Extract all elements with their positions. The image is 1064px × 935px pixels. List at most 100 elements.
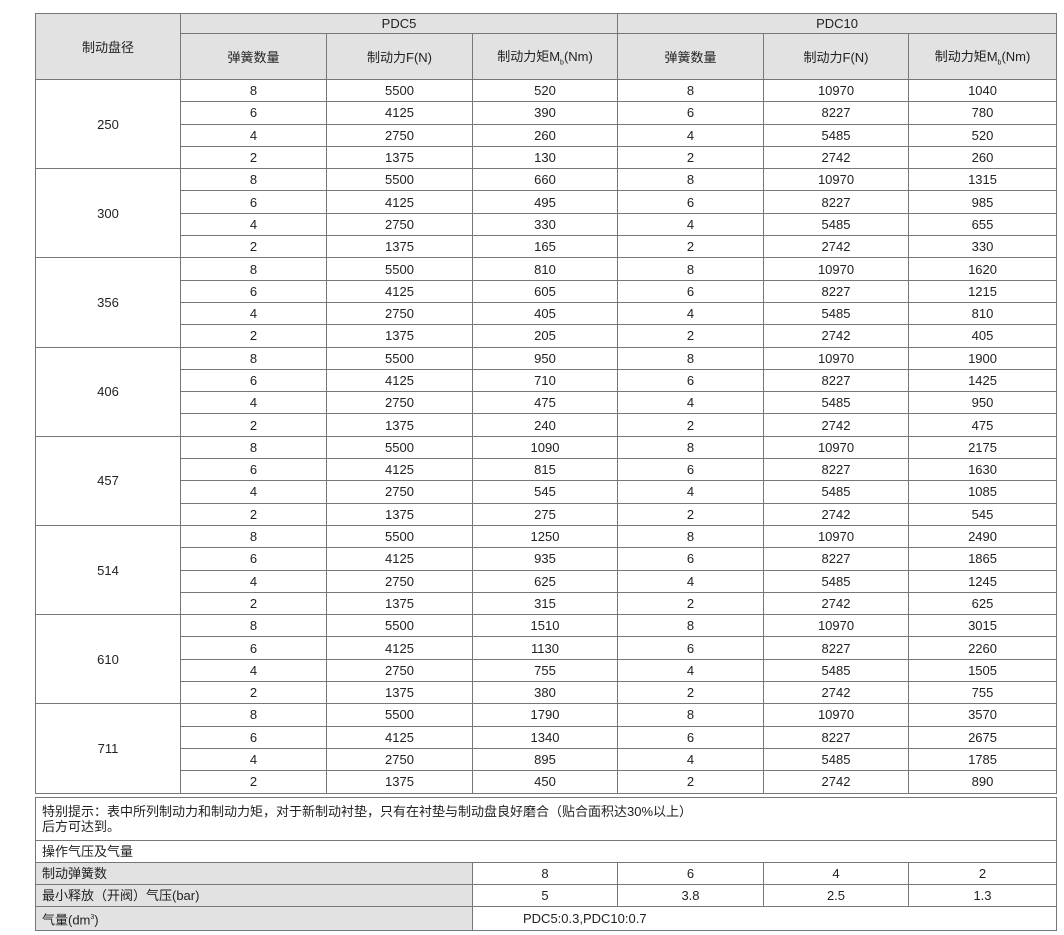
table-row: 4 2750 330 4 5485 655 <box>36 212 1058 237</box>
force-header: 制动力F(N) <box>326 33 473 80</box>
table-row: 4 2750 260 4 5485 520 <box>36 123 1058 147</box>
pdc5-force: 2750 <box>326 391 473 415</box>
pdc5-force: 4125 <box>326 190 473 214</box>
torque-header: 制动力矩Mb(Nm) <box>471 33 619 80</box>
pdc10-torque: 1630 <box>908 458 1058 482</box>
pdc10-force: 10970 <box>763 168 910 192</box>
force-header: 制动力F(N) <box>763 33 910 80</box>
torque-header: 制动力矩Mb(Nm) <box>908 33 1058 80</box>
model-header-pdc5: PDC5 <box>179 13 619 34</box>
pdc5-spring-count: 6 <box>180 368 327 393</box>
pdc5-torque: 895 <box>471 747 619 772</box>
pdc10-force: 8227 <box>763 458 910 482</box>
pdc10-torque: 1620 <box>908 257 1058 281</box>
pdc5-torque: 260 <box>471 123 619 147</box>
pdc5-force: 1375 <box>326 681 473 705</box>
pdc5-torque: 165 <box>471 235 619 259</box>
pdc5-spring-count: 4 <box>180 480 327 504</box>
diameter-header: 制动盘径 <box>35 13 181 80</box>
pdc10-force: 8227 <box>763 101 910 125</box>
pdc5-torque: 520 <box>471 78 619 103</box>
pdc10-force: 8227 <box>763 547 910 571</box>
pdc10-force: 5485 <box>763 123 910 147</box>
pdc10-spring-count: 8 <box>617 78 765 103</box>
table-row: 514 8 5500 1250 8 10970 2490 <box>35 524 1058 616</box>
pdc5-spring-count: 4 <box>180 123 327 147</box>
pdc5-force: 5500 <box>326 168 473 192</box>
air-volume-value: PDC5:0.3,PDC10:0.7 <box>472 905 1057 932</box>
pdc10-spring-count: 8 <box>617 703 765 727</box>
pdc5-torque: 625 <box>471 569 619 593</box>
table-row: 2 1375 165 2 2742 330 <box>36 235 1058 259</box>
pdc5-spring-count: 4 <box>180 391 327 415</box>
pdc5-torque: 405 <box>471 301 619 326</box>
pdc10-torque: 2675 <box>908 725 1058 749</box>
pdc10-torque: 2260 <box>908 636 1058 660</box>
pdc5-force: 4125 <box>326 636 473 660</box>
pdc5-spring-count: 8 <box>180 78 327 103</box>
pdc10-spring-count: 4 <box>617 212 765 237</box>
pdc10-force: 5485 <box>763 569 910 593</box>
pdc5-force: 2750 <box>326 658 473 683</box>
pdc10-torque: 330 <box>908 235 1058 259</box>
pdc5-force: 5500 <box>326 614 473 638</box>
pdc5-force: 2750 <box>326 301 473 326</box>
brake-spec-table: 制动盘径 PDC5 PDC10 弹簧数量 制动力F(N) 制动力矩Mb(Nm) … <box>35 13 1058 794</box>
pdc10-torque: 625 <box>908 591 1058 616</box>
operating-pressure-table: 特别提示：表中所列制动力和制动力矩，对于新制动衬垫，只有在衬垫与制动盘良好磨合（… <box>35 797 1057 932</box>
pdc5-spring-count: 6 <box>180 636 327 660</box>
pdc10-force: 5485 <box>763 212 910 237</box>
pdc10-torque: 545 <box>908 502 1058 526</box>
pdc5-force: 5500 <box>326 435 473 460</box>
pdc10-torque: 3015 <box>908 614 1058 638</box>
diameter-cell: 250 <box>35 78 181 170</box>
table-row: 4 2750 545 4 5485 1085 <box>36 480 1058 504</box>
table-row: 6 4125 605 6 8227 1215 <box>36 279 1058 303</box>
pdc5-force: 5500 <box>326 346 473 370</box>
table-row: 6 4125 1130 6 8227 2260 <box>36 636 1058 660</box>
pdc10-spring-count: 4 <box>617 747 765 772</box>
pdc5-force: 5500 <box>326 703 473 727</box>
pdc5-force: 2750 <box>326 747 473 772</box>
pdc10-spring-count: 8 <box>617 435 765 460</box>
pdc10-spring-count: 6 <box>617 636 765 660</box>
pdc5-spring-count: 6 <box>180 101 327 125</box>
pdc5-spring-count: 8 <box>180 257 327 281</box>
pdc10-torque: 1040 <box>908 78 1058 103</box>
spring-row-label: 制动弹簧数 <box>35 862 473 885</box>
pdc5-torque: 380 <box>471 681 619 705</box>
table-row: 2 1375 450 2 2742 890 <box>36 770 1058 794</box>
pressure-row-label: 最小释放（开阀）气压(bar) <box>35 884 473 907</box>
pdc10-torque: 405 <box>908 324 1058 348</box>
pdc10-force: 2742 <box>763 591 910 616</box>
table-row: 4 2750 405 4 5485 810 <box>36 301 1058 326</box>
pdc10-spring-count: 8 <box>617 257 765 281</box>
pdc10-force: 10970 <box>763 703 910 727</box>
pdc10-torque: 1425 <box>908 368 1058 393</box>
pdc10-torque: 810 <box>908 301 1058 326</box>
pdc5-force: 1375 <box>326 591 473 616</box>
pdc10-force: 8227 <box>763 190 910 214</box>
table-row: 2 1375 275 2 2742 545 <box>36 502 1058 526</box>
table-row: 6 4125 935 6 8227 1865 <box>36 547 1058 571</box>
pdc5-torque: 935 <box>471 547 619 571</box>
pdc10-spring-count: 4 <box>617 658 765 683</box>
pdc5-spring-count: 2 <box>180 681 327 705</box>
pdc10-torque: 520 <box>908 123 1058 147</box>
table-row: 4 2750 475 4 5485 950 <box>36 391 1058 415</box>
pdc5-torque: 315 <box>471 591 619 616</box>
pdc5-torque: 1090 <box>471 435 619 460</box>
table-row: 4 2750 895 4 5485 1785 <box>36 747 1058 772</box>
pdc5-spring-count: 2 <box>180 413 327 437</box>
pdc10-spring-count: 8 <box>617 346 765 370</box>
pdc5-force: 2750 <box>326 212 473 237</box>
pdc10-torque: 985 <box>908 190 1058 214</box>
pdc10-force: 8227 <box>763 725 910 749</box>
table-row: 6 4125 390 6 8227 780 <box>36 101 1058 125</box>
pdc5-spring-count: 2 <box>180 502 327 526</box>
pdc10-spring-count: 6 <box>617 279 765 303</box>
pdc5-force: 4125 <box>326 547 473 571</box>
pdc10-force: 5485 <box>763 747 910 772</box>
table-row: 300 8 5500 660 8 10970 1315 <box>35 168 1058 259</box>
pdc10-force: 2742 <box>763 502 910 526</box>
